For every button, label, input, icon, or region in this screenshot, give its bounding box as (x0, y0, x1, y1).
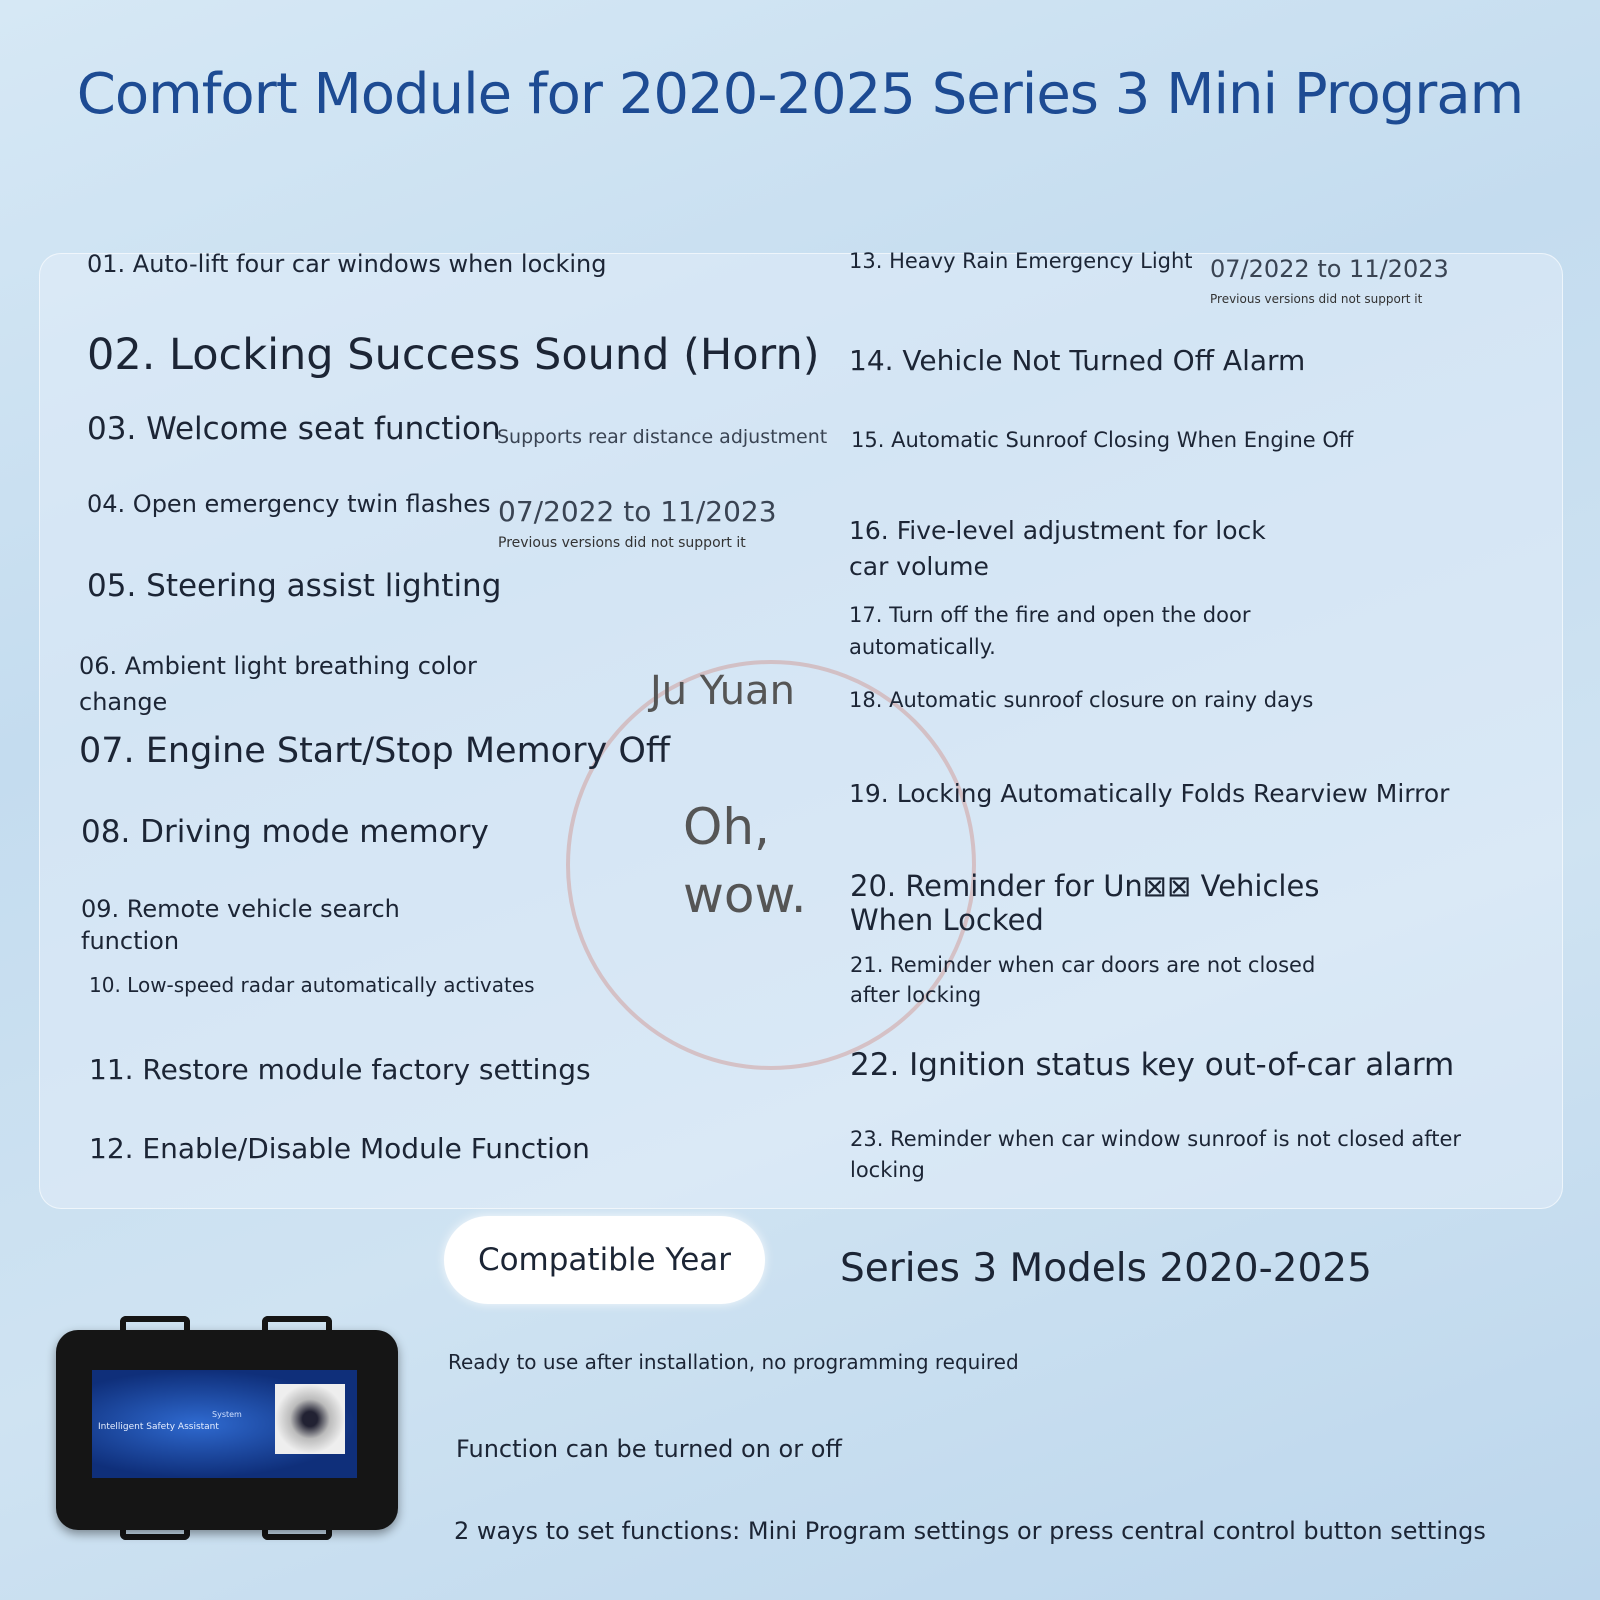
feature-04: 04. Open emergency twin flashes (87, 490, 491, 518)
feature-13-sub: Previous versions did not support it (1210, 292, 1423, 306)
feature-10: 10. Low-speed radar automatically activa… (89, 973, 535, 997)
stamp-watermark (566, 660, 976, 1070)
feature-20: 20. Reminder for Un⊠⊠ Vehicles When Lock… (850, 869, 1320, 937)
feature-03-note: Supports rear distance adjustment (497, 426, 828, 448)
feature-12: 12. Enable/Disable Module Function (89, 1132, 590, 1165)
feature-06: 06. Ambient light breathing color change (79, 652, 477, 716)
feature-22: 22. Ignition status key out-of-car alarm (850, 1047, 1455, 1083)
compatible-models: Series 3 Models 2020-2025 (840, 1246, 1372, 1291)
page-title: Comfort Module for 2020-2025 Series 3 Mi… (76, 62, 1524, 127)
benefit-1: Ready to use after installation, no prog… (448, 1350, 1019, 1374)
feature-19: 19. Locking Automatically Folds Rearview… (849, 779, 1450, 808)
device-label-line1: Intelligent Safety Assistant (98, 1422, 219, 1432)
feature-15: 15. Automatic Sunroof Closing When Engin… (851, 428, 1354, 452)
feature-09: 09. Remote vehicle search function (81, 895, 400, 955)
device-label: System Intelligent Safety Assistant (92, 1370, 357, 1478)
feature-05: 05. Steering assist lighting (87, 568, 502, 604)
feature-11: 11. Restore module factory settings (89, 1053, 591, 1086)
feature-07: 07. Engine Start/Stop Memory Off (79, 731, 670, 771)
feature-04-date: 07/2022 to 11/2023 (498, 495, 777, 528)
benefit-3: 2 ways to set functions: Mini Program se… (454, 1517, 1486, 1545)
feature-18: 18. Automatic sunroof closure on rainy d… (849, 688, 1314, 712)
feature-13: 13. Heavy Rain Emergency Light (849, 249, 1193, 273)
module-device-image: System Intelligent Safety Assistant (56, 1330, 398, 1530)
feature-21: 21. Reminder when car doors are not clos… (850, 953, 1316, 1007)
device-label-line2: System (212, 1410, 242, 1419)
watermark-line1: Oh, (683, 798, 770, 856)
feature-23: 23. Reminder when car window sunroof is … (850, 1127, 1462, 1182)
device-tab-right (262, 1316, 332, 1338)
benefit-2: Function can be turned on or off (456, 1435, 842, 1463)
feature-04-sub: Previous versions did not support it (498, 535, 746, 551)
watermark-line2: wow. (683, 866, 807, 924)
feature-08: 08. Driving mode memory (81, 814, 489, 850)
qr-code-icon (275, 1384, 345, 1454)
feature-16: 16. Five-level adjustment for lock car v… (849, 516, 1266, 581)
feature-01: 01. Auto-lift four car windows when lock… (87, 250, 607, 278)
compatible-year-badge: Compatible Year (444, 1216, 765, 1304)
brand-watermark: Ju Yuan (650, 668, 795, 714)
feature-13-date: 07/2022 to 11/2023 (1210, 255, 1449, 283)
feature-14: 14. Vehicle Not Turned Off Alarm (849, 344, 1306, 377)
feature-17: 17. Turn off the fire and open the door … (849, 603, 1251, 659)
device-tab-left (120, 1316, 190, 1338)
feature-02: 02. Locking Success Sound (Horn) (87, 330, 820, 380)
feature-03: 03. Welcome seat function (87, 411, 501, 447)
